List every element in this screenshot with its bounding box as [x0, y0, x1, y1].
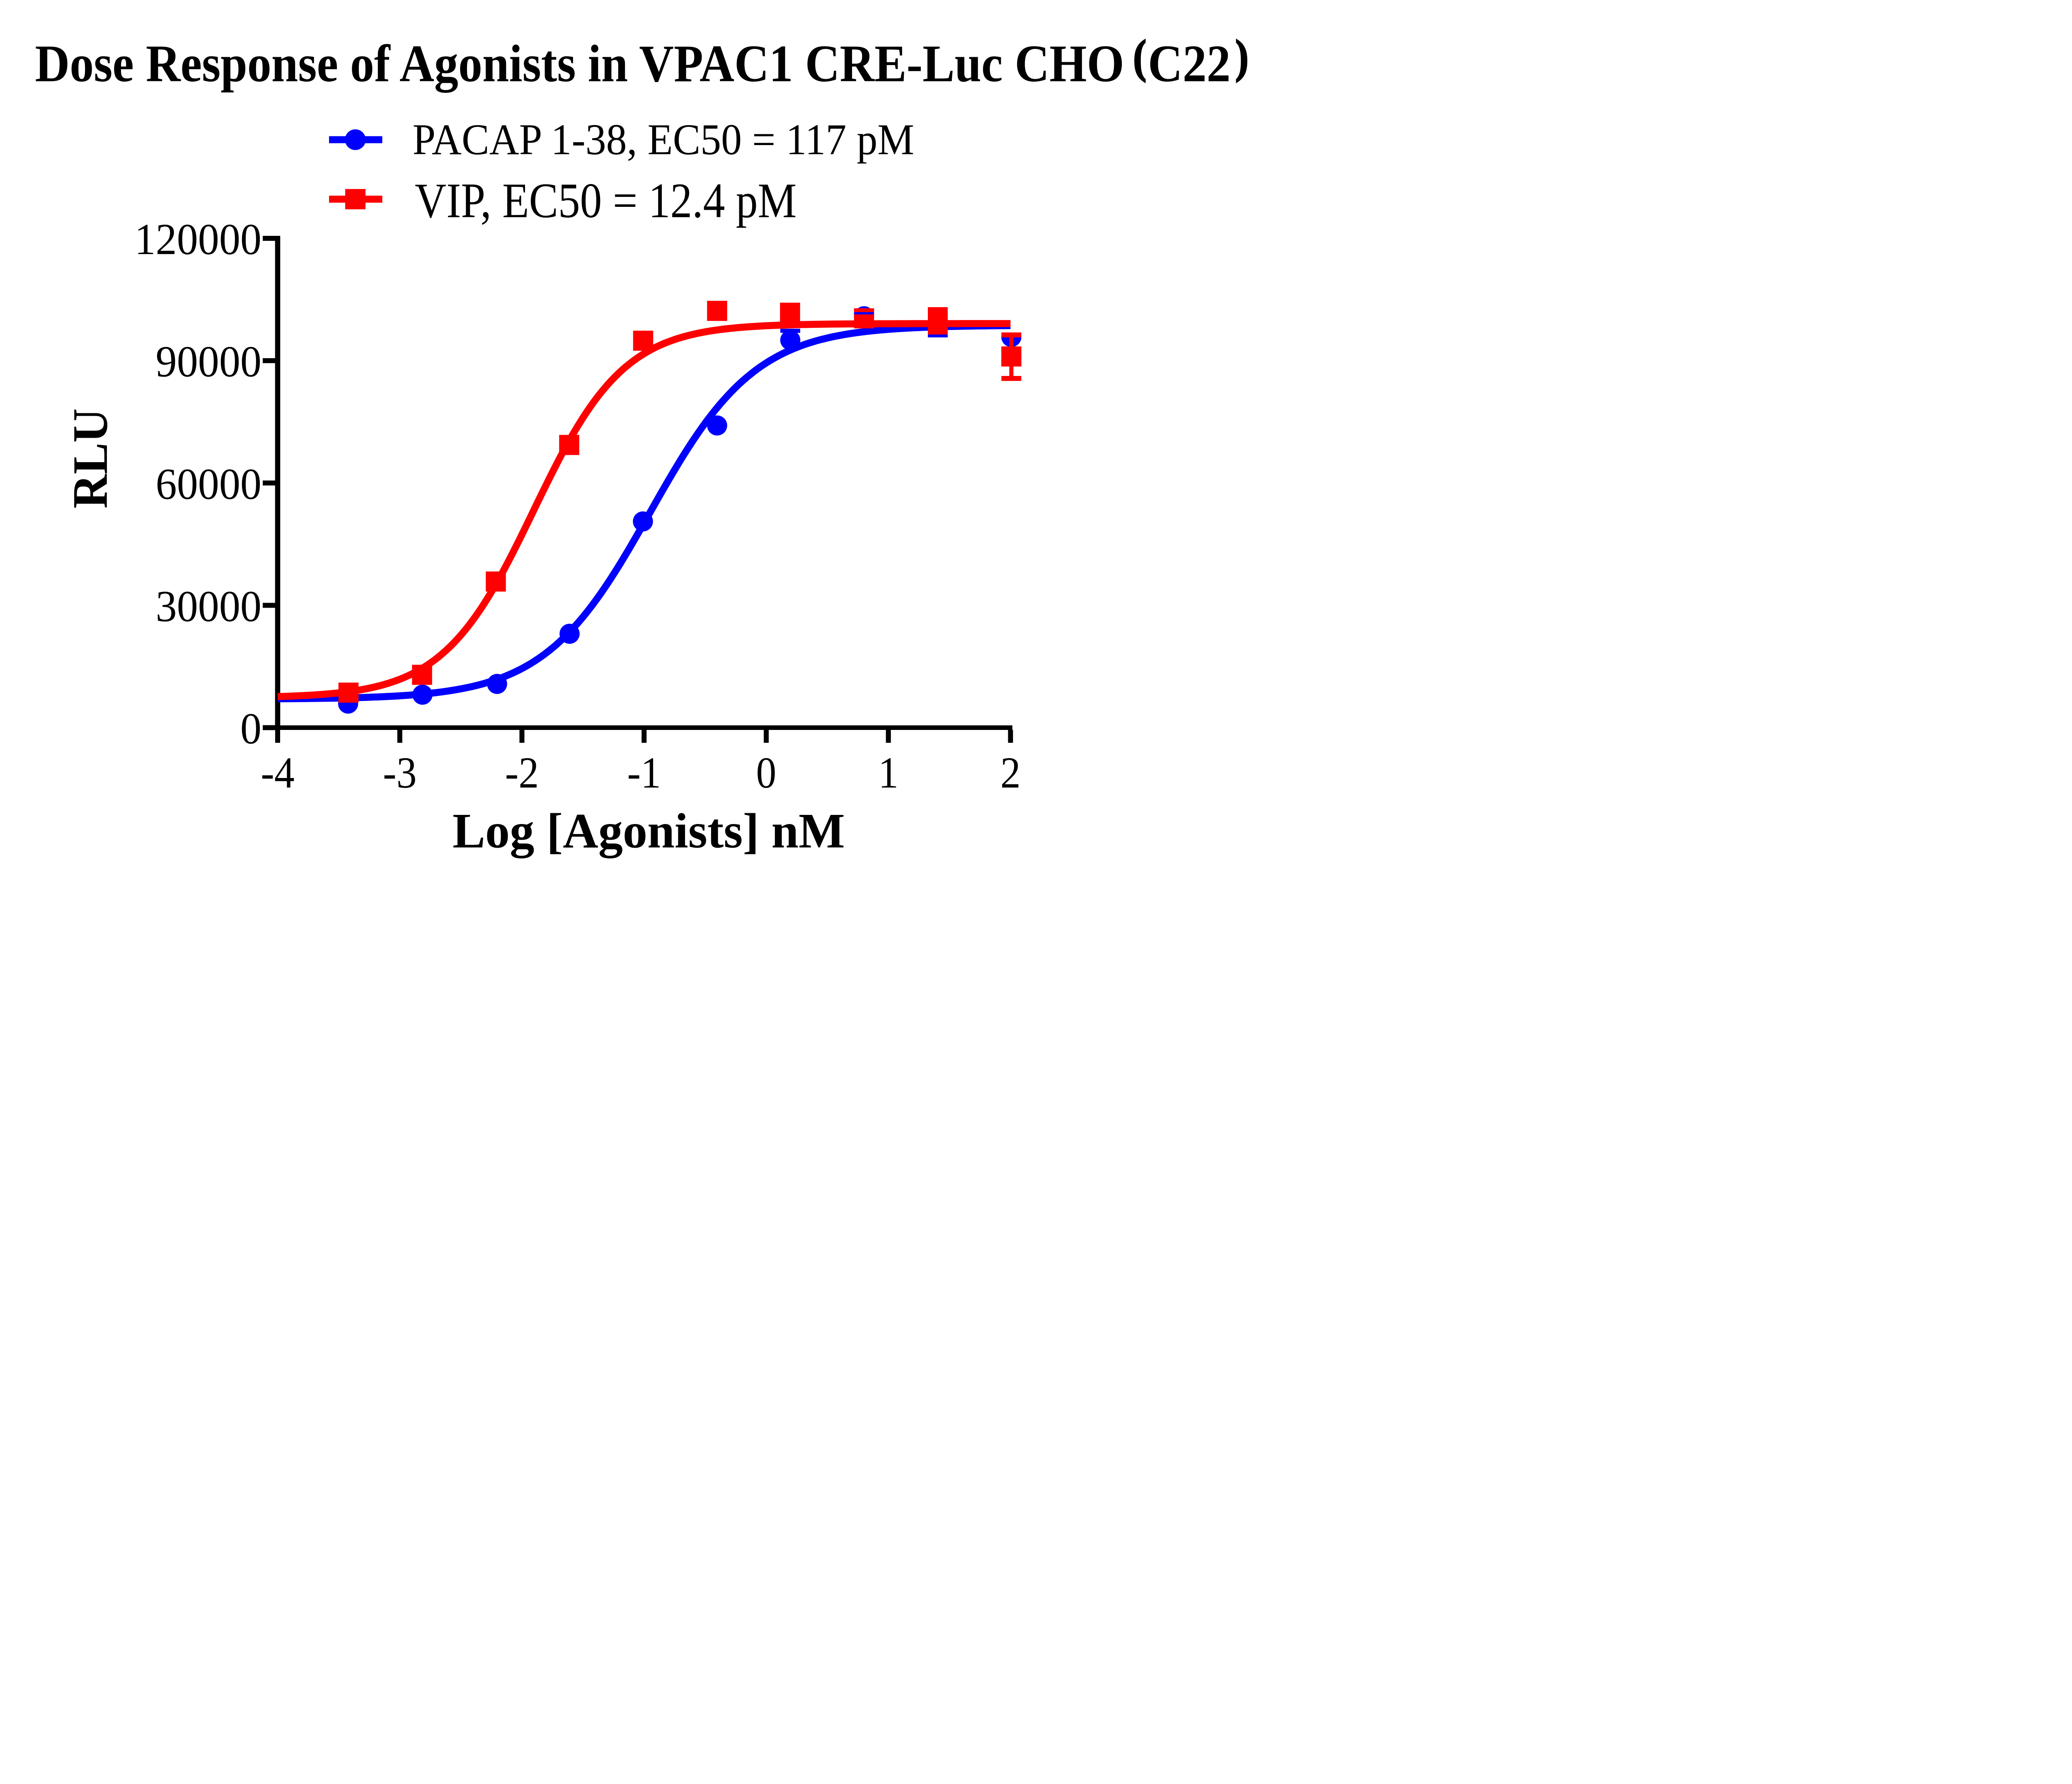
svg-text:C22: C22 — [1148, 34, 1231, 93]
svg-text:90000: 90000 — [156, 337, 261, 386]
svg-text:120000: 120000 — [135, 215, 261, 264]
svg-text:PACAP 1-38, EC50 = 117 pM: PACAP 1-38, EC50 = 117 pM — [413, 116, 915, 164]
svg-text:Dose Response of Agonists in V: Dose Response of Agonists in VPAC1 CRE-L… — [35, 34, 1124, 93]
svg-text:VIP, EC50 = 12.4 pM: VIP, EC50 = 12.4 pM — [415, 174, 796, 228]
svg-text:2: 2 — [1000, 749, 1021, 797]
svg-text:(: ( — [1133, 31, 1147, 82]
svg-text:1: 1 — [878, 749, 898, 797]
svg-text:-2: -2 — [505, 749, 539, 797]
svg-text:): ) — [1235, 31, 1249, 82]
svg-text:30000: 30000 — [156, 582, 261, 631]
svg-text:0: 0 — [756, 749, 777, 797]
svg-text:-4: -4 — [261, 749, 294, 797]
svg-text:60000: 60000 — [156, 459, 261, 509]
svg-text:-1: -1 — [627, 749, 661, 797]
svg-text:Log [Agonists] nM: Log [Agonists] nM — [453, 803, 845, 858]
svg-text:RLU: RLU — [63, 408, 118, 508]
svg-text:-3: -3 — [383, 749, 416, 797]
svg-text:0: 0 — [240, 704, 261, 753]
